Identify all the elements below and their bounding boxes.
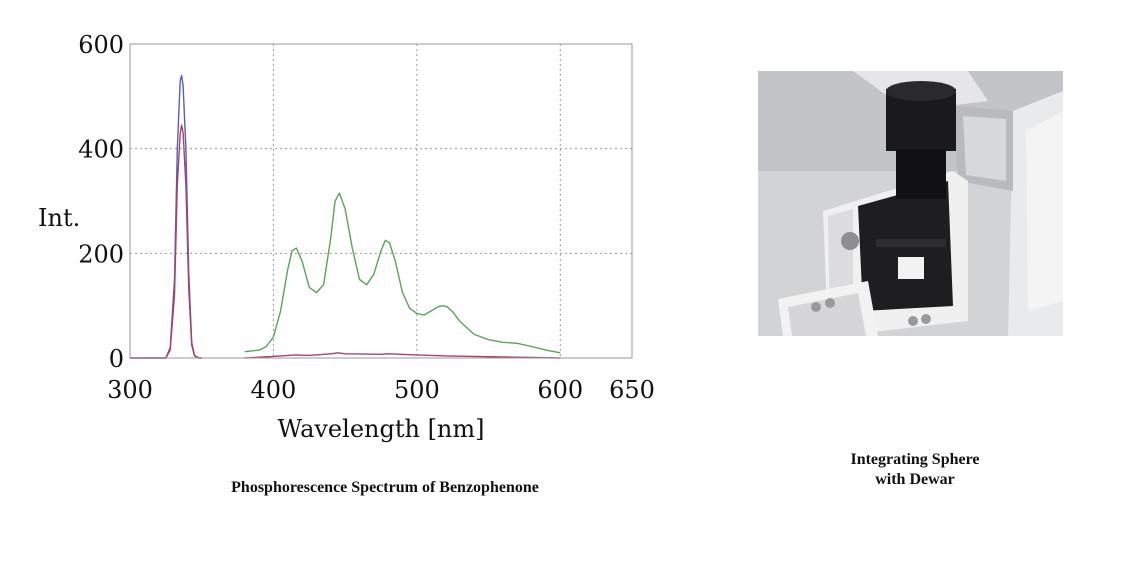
chart-caption: Phosphorescence Spectrum of Benzophenone <box>231 479 539 496</box>
x-tick-label: 650 <box>609 376 655 404</box>
plot-frame <box>129 43 633 359</box>
y-tick-label: 0 <box>109 345 124 373</box>
instrument-illustration <box>758 71 1063 336</box>
photo-caption-line-2: with Dewar <box>875 471 955 488</box>
series-line-3 <box>244 192 561 354</box>
x-axis-label: Wavelength [nm] <box>277 415 484 443</box>
series-line-1 <box>130 74 202 359</box>
series-line-2 <box>130 124 202 359</box>
x-tick-label: 500 <box>394 376 440 404</box>
series-group <box>130 74 561 359</box>
grid-lines <box>130 44 632 358</box>
y-tick-label: 200 <box>78 240 124 268</box>
y-tick-label: 600 <box>78 31 124 59</box>
x-tick-label: 300 <box>107 376 153 404</box>
photo-caption-line-1: Integrating Sphere <box>850 451 980 468</box>
integrating-sphere-photo <box>758 71 1063 336</box>
x-tick-label: 400 <box>251 376 297 404</box>
y-axis-label: Int. <box>38 204 80 232</box>
series-line-4 <box>244 352 561 359</box>
y-tick-label: 400 <box>78 136 124 164</box>
tick-labels: 300 400 500 600 650 0 200 400 600 <box>78 31 655 404</box>
photo-caption: Integrating Sphere with Dewar <box>790 450 1040 490</box>
x-tick-label: 600 <box>537 376 583 404</box>
